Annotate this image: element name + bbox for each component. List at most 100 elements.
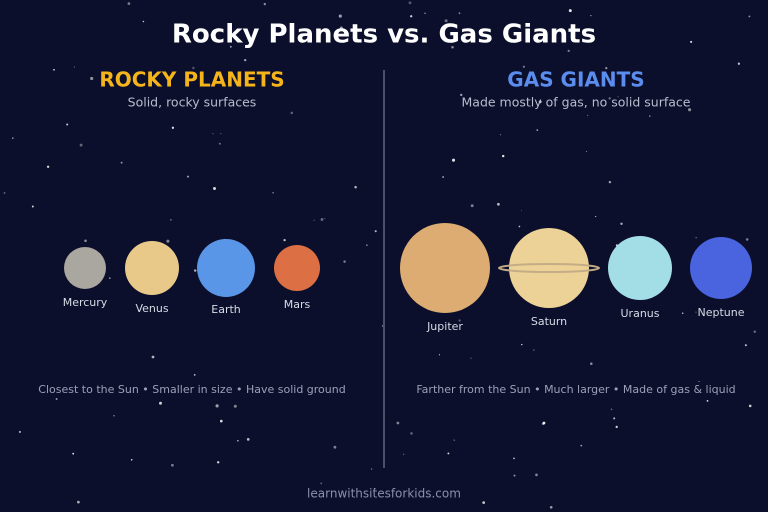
star bbox=[216, 461, 220, 464]
star bbox=[502, 154, 505, 158]
star bbox=[290, 111, 294, 115]
footer: learnwithsitesforkids.com bbox=[307, 487, 461, 501]
star bbox=[396, 421, 400, 425]
star bbox=[424, 12, 426, 15]
star bbox=[681, 312, 684, 314]
star bbox=[698, 380, 700, 383]
star bbox=[210, 34, 212, 36]
star bbox=[320, 482, 323, 485]
star bbox=[3, 191, 6, 194]
star bbox=[192, 66, 195, 70]
star bbox=[229, 45, 232, 48]
star bbox=[220, 133, 222, 135]
star bbox=[244, 58, 247, 62]
planet-label: Neptune bbox=[697, 306, 744, 319]
star bbox=[748, 404, 752, 408]
planet bbox=[274, 245, 320, 291]
star bbox=[130, 458, 133, 461]
star bbox=[354, 185, 357, 189]
star bbox=[339, 26, 343, 30]
star bbox=[170, 219, 172, 221]
star bbox=[567, 49, 570, 53]
star bbox=[374, 487, 376, 490]
panel-subtitle: Solid, rocky surfaces bbox=[128, 95, 257, 110]
star bbox=[748, 15, 751, 18]
planet-label: Jupiter bbox=[426, 320, 463, 333]
star bbox=[218, 142, 221, 145]
star bbox=[410, 15, 413, 18]
star bbox=[470, 204, 474, 208]
panel-heading: GAS GIANTS bbox=[507, 68, 644, 92]
planet bbox=[400, 223, 490, 313]
star bbox=[744, 344, 747, 347]
star bbox=[542, 421, 546, 425]
star bbox=[113, 415, 115, 417]
star bbox=[79, 143, 83, 147]
star bbox=[410, 432, 413, 435]
star bbox=[18, 430, 21, 433]
star bbox=[338, 14, 342, 18]
star bbox=[499, 134, 502, 136]
planet-label: Uranus bbox=[621, 307, 660, 320]
star bbox=[549, 505, 553, 509]
star bbox=[513, 474, 516, 477]
star bbox=[66, 123, 69, 126]
planet-label: Venus bbox=[135, 302, 168, 315]
star bbox=[521, 210, 523, 212]
star bbox=[53, 68, 55, 71]
star bbox=[408, 1, 412, 5]
star bbox=[753, 330, 757, 334]
star bbox=[590, 14, 592, 17]
star bbox=[608, 180, 612, 184]
star bbox=[521, 343, 523, 346]
planet bbox=[690, 237, 752, 299]
planet bbox=[64, 247, 106, 289]
star bbox=[320, 218, 324, 221]
star bbox=[586, 114, 589, 117]
star bbox=[11, 137, 14, 139]
star bbox=[333, 445, 337, 449]
star bbox=[166, 239, 170, 243]
star bbox=[690, 40, 693, 43]
star bbox=[522, 65, 526, 68]
star bbox=[402, 453, 405, 456]
planet-label: Mars bbox=[284, 298, 311, 311]
panel-subtitle: Made mostly of gas, no solid surface bbox=[462, 95, 691, 110]
star bbox=[513, 457, 515, 460]
star bbox=[438, 354, 441, 356]
star bbox=[151, 355, 155, 359]
star bbox=[77, 500, 80, 504]
star bbox=[233, 404, 237, 408]
star bbox=[605, 66, 608, 70]
star bbox=[171, 126, 175, 129]
planet bbox=[509, 228, 589, 308]
star bbox=[31, 205, 34, 208]
planet bbox=[197, 239, 255, 297]
star bbox=[590, 362, 593, 365]
star bbox=[84, 239, 87, 243]
star bbox=[688, 108, 692, 112]
planet bbox=[125, 241, 179, 295]
star bbox=[272, 191, 274, 194]
star bbox=[695, 311, 697, 313]
star bbox=[538, 100, 542, 104]
star bbox=[482, 501, 486, 504]
star bbox=[617, 96, 619, 98]
star bbox=[453, 439, 456, 442]
star bbox=[371, 468, 373, 470]
star bbox=[460, 93, 463, 97]
star bbox=[615, 425, 618, 429]
star bbox=[90, 76, 94, 81]
star bbox=[263, 2, 266, 6]
star bbox=[608, 97, 611, 100]
star bbox=[237, 440, 239, 442]
planet-label: Mercury bbox=[63, 296, 108, 309]
star bbox=[613, 417, 616, 420]
star bbox=[186, 175, 190, 178]
star bbox=[215, 404, 219, 408]
star bbox=[585, 150, 588, 153]
star bbox=[442, 176, 445, 178]
star bbox=[620, 222, 623, 225]
star bbox=[610, 408, 613, 411]
